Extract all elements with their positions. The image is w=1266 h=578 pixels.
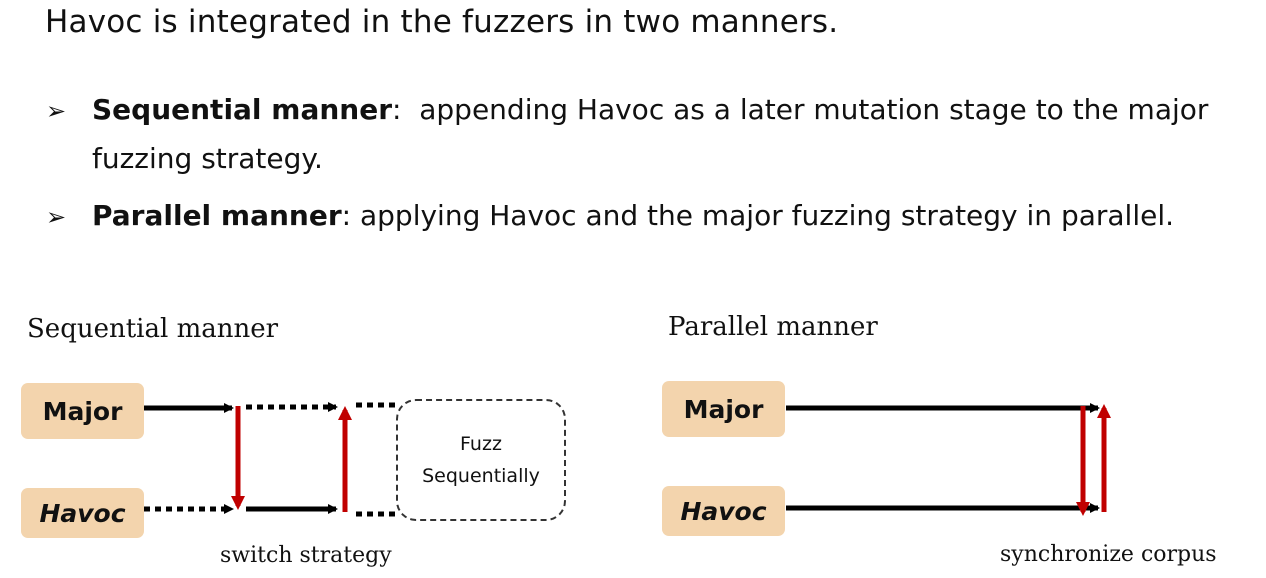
bullet-continuation: fuzzing strategy. <box>92 142 323 175</box>
synchronize-corpus-caption: synchronize corpus <box>1000 542 1217 567</box>
fuzz-line-1: Fuzz <box>460 433 502 455</box>
switch-strategy-caption: switch strategy <box>220 543 392 568</box>
sequential-major-box: Major <box>21 383 144 439</box>
fuzz-sequentially-box: Fuzz Sequentially <box>396 399 566 521</box>
parallel-caption: Parallel manner <box>668 312 878 342</box>
fuzz-line-2: Sequentially <box>422 465 540 487</box>
bullet-sep: : <box>341 199 360 232</box>
bullet-key: Parallel manner <box>92 199 342 232</box>
slide-title: Havoc is integrated in the fuzzers in tw… <box>45 4 839 40</box>
bullet-text: applying Havoc and the major fuzzing str… <box>359 199 1175 232</box>
arrowhead-bullet-icon: ➢ <box>46 97 67 125</box>
bullet-key: Sequential manner <box>92 93 393 126</box>
parallel-havoc-box: Havoc <box>662 486 785 536</box>
bullet-sequential: ➢ Sequential manner: appending Havoc as a… <box>46 86 1256 182</box>
parallel-major-box: Major <box>662 381 785 437</box>
bullet-text: appending Havoc as a later mutation stag… <box>419 93 1209 126</box>
sequential-caption: Sequential manner <box>27 314 279 344</box>
bullet-sep: : <box>392 93 420 126</box>
sequential-havoc-box: Havoc <box>21 488 144 538</box>
arrowhead-bullet-icon: ➢ <box>46 203 67 231</box>
bullet-parallel: ➢ Parallel manner: applying Havoc and the… <box>46 192 1256 241</box>
